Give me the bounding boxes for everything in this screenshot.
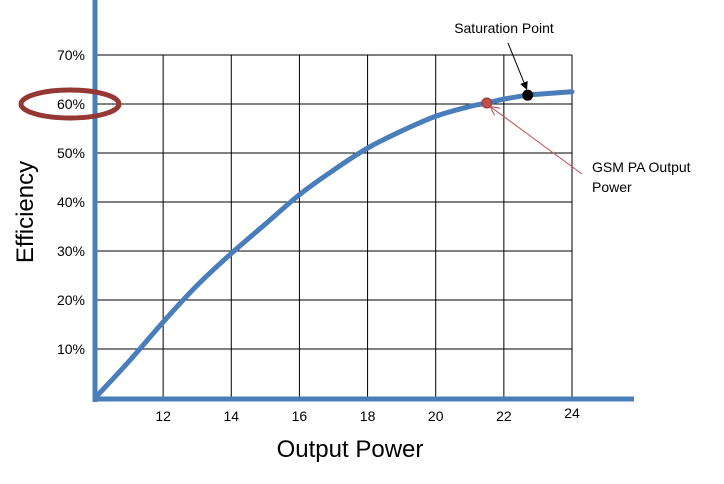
y-tick-label: 20% [57,292,85,308]
x-tick-label: 22 [496,408,512,424]
efficiency-curve-line [92,89,575,401]
x-tick-label: 18 [360,408,376,424]
gsm-pa-output-label-line: GSM PA Output [592,159,691,175]
y-tick-label: 40% [57,194,85,210]
x-tick-label: 20 [428,408,444,424]
y-tick-label: 10% [57,341,85,357]
x-tick-label: 12 [155,408,171,424]
y-tick-label: 50% [57,145,85,161]
y-tick-label: 30% [57,243,85,259]
axes [92,0,634,402]
gsm-pa-output-arrow [491,107,583,175]
x-axis-label: Output Power [277,436,424,463]
y-tick-label: 60% [57,96,85,112]
saturation-point-arrow [507,42,528,90]
gsm-pa-output-label-line: Power [592,179,632,195]
efficiency-curve [92,89,575,401]
x-tick-label: 14 [223,408,239,424]
x-tick-label: 16 [292,408,308,424]
data-points [481,89,534,109]
y-tick-label: 70% [57,47,85,63]
saturation-point-marker [522,89,534,101]
x-tick-label: 24 [564,405,580,421]
tick-labels: 12 14 16 18 20 22 24 10% 20% 30% 40% 50% 60% 70% [18,47,580,424]
y-axis-label: Efficiency [12,161,39,263]
annotations: Saturation Point GSM PA Output Power [454,20,690,195]
highlight-ellipse [18,87,122,121]
gsm-pa-output-point [481,97,493,109]
saturation-point-label: Saturation Point [454,20,554,36]
grid-lines [94,54,573,398]
